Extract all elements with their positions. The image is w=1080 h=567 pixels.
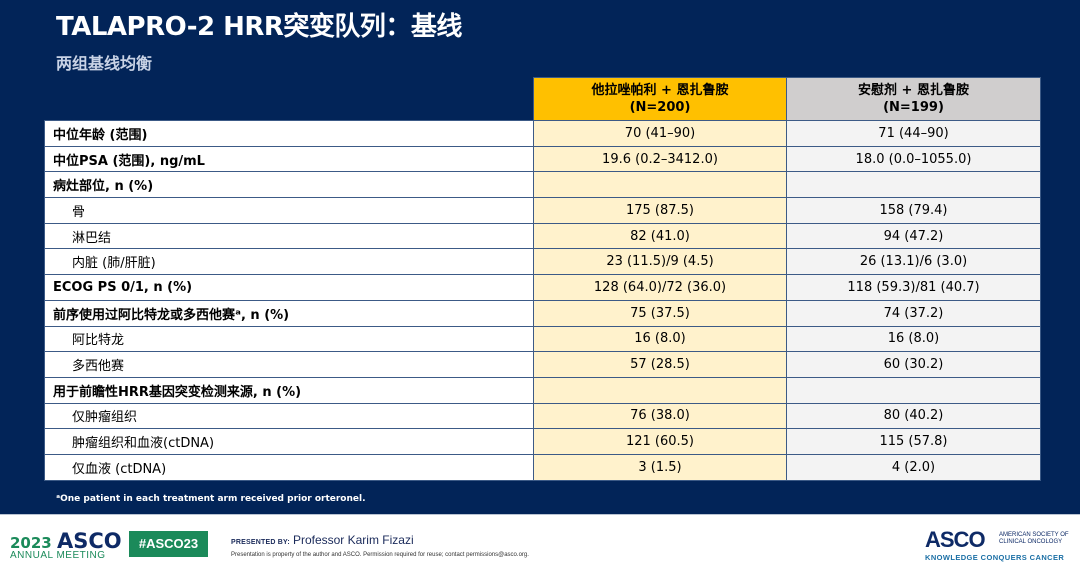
row-label: 骨 <box>44 197 534 224</box>
table-row: 多西他赛 57 (28.5) 60 (30.2) <box>44 351 1041 378</box>
row-label: 中位年龄 (范围) <box>44 120 534 147</box>
arm2-n: (N=199) <box>883 100 944 115</box>
footer: 2023 ASCO ANNUAL MEETING #ASCO23 PRESENT… <box>0 514 1080 567</box>
asco-tagline: KNOWLEDGE CONQUERS CANCER <box>925 553 1065 562</box>
table-row: 用于前瞻性HRR基因突变检测来源, n (%) <box>44 376 1041 404</box>
arm2-value: 71 (44–90) <box>786 120 1041 147</box>
presented-by: PRESENTED BY: Professor Karim Fizazi <box>231 533 414 547</box>
table-row: 内脏 (肺/肝脏) 23 (11.5)/9 (4.5) 26 (13.1)/6 (3… <box>44 248 1041 276</box>
table-row: 阿比特龙 16 (8.0) 16 (8.0) <box>44 325 1041 353</box>
table-row: 肿瘤组织和血液(ctDNA) 121 (60.5) 115 (57.8) <box>44 428 1041 455</box>
row-label: ECOG PS 0/1, n (%) <box>44 274 534 301</box>
arm2-value: 118 (59.3)/81 (40.7) <box>786 274 1041 301</box>
baseline-table: 他拉唑帕利 + 恩扎鲁胺 (N=200) 安慰剂 + 恩扎鲁胺 (N=199) … <box>44 77 1041 481</box>
table-row: 中位PSA (范围), ng/mL 19.6 (0.2–3412.0) 18.0 (… <box>44 145 1041 173</box>
table-row: ECOG PS 0/1, n (%) 128 (64.0)/72 (36.0) 11… <box>44 274 1041 301</box>
row-label: 仅血液 (ctDNA) <box>44 453 534 481</box>
arm2-value <box>786 171 1041 199</box>
arm1-value: 57 (28.5) <box>533 351 787 378</box>
arm2-value: 74 (37.2) <box>786 299 1041 327</box>
arm1-value: 128 (64.0)/72 (36.0) <box>533 274 787 301</box>
row-label: 阿比特龙 <box>44 325 534 353</box>
table-row: 淋巴结 82 (41.0) 94 (47.2) <box>44 222 1041 250</box>
slide-subtitle: 两组基线均衡 <box>56 54 153 73</box>
arm1-value <box>533 376 787 404</box>
arm2-label: 安慰剂 + 恩扎鲁胺 <box>858 83 969 98</box>
row-label: 前序使用过阿比特龙或多西他赛ᵃ, n (%) <box>44 299 534 327</box>
arm2-value: 94 (47.2) <box>786 222 1041 250</box>
arm1-value: 75 (37.5) <box>533 299 787 327</box>
header-empty-cell <box>44 77 534 121</box>
meeting-year: 2023 <box>10 534 52 552</box>
row-label: 淋巴结 <box>44 222 534 250</box>
row-label: 病灶部位, n (%) <box>44 171 534 199</box>
table-row: 骨 175 (87.5) 158 (79.4) <box>44 197 1041 224</box>
slide: TALAPRO-2 HRR突变队列：基线 两组基线均衡 他拉唑帕利 + 恩扎鲁胺… <box>0 0 1080 514</box>
arm2-value: 115 (57.8) <box>786 428 1041 455</box>
asco-meeting-logo: 2023 ASCO <box>10 529 122 553</box>
arm2-value: 4 (2.0) <box>786 453 1041 481</box>
row-label: 内脏 (肺/肝脏) <box>44 248 534 276</box>
property-notice: Presentation is property of the author a… <box>231 552 529 558</box>
footnote: ᵃOne patient in each treatment arm recei… <box>56 494 366 504</box>
hashtag-badge: #ASCO23 <box>129 531 208 557</box>
arm1-value: 23 (11.5)/9 (4.5) <box>533 248 787 276</box>
arm2-value <box>786 376 1041 404</box>
meeting-asco: ASCO <box>56 529 122 553</box>
arm1-n: (N=200) <box>629 100 691 115</box>
arm1-value <box>533 171 787 199</box>
arm2-value: 16 (8.0) <box>786 325 1041 353</box>
arm1-value: 121 (60.5) <box>533 428 787 455</box>
arm2-value: 158 (79.4) <box>786 197 1041 224</box>
arm1-value: 82 (41.0) <box>533 222 787 250</box>
arm1-value: 16 (8.0) <box>533 325 787 353</box>
arm2-value: 26 (13.1)/6 (3.0) <box>786 248 1041 276</box>
row-label: 仅肿瘤组织 <box>44 402 534 430</box>
table-row: 前序使用过阿比特龙或多西他赛ᵃ, n (%) 75 (37.5) 74 (37.2) <box>44 299 1041 327</box>
annual-meeting-label: ANNUAL MEETING <box>10 550 106 561</box>
arm2-value: 80 (40.2) <box>786 402 1041 430</box>
asco-society-name: AMERICAN SOCIETY OF CLINICAL ONCOLOGY <box>999 532 1069 546</box>
table-row: 病灶部位, n (%) <box>44 171 1041 199</box>
row-label: 中位PSA (范围), ng/mL <box>44 145 534 173</box>
table-row: 仅血液 (ctDNA) 3 (1.5) 4 (2.0) <box>44 453 1041 481</box>
society-line-1: AMERICAN SOCIETY OF <box>999 532 1069 538</box>
presenter-name: Professor Karim Fizazi <box>292 533 414 547</box>
row-label: 肿瘤组织和血液(ctDNA) <box>44 428 534 455</box>
arm1-value: 19.6 (0.2–3412.0) <box>533 145 787 173</box>
arm1-value: 70 (41–90) <box>533 120 787 147</box>
arm1-label: 他拉唑帕利 + 恩扎鲁胺 <box>591 83 729 98</box>
arm2-value: 60 (30.2) <box>786 351 1041 378</box>
header-talazoparib-arm: 他拉唑帕利 + 恩扎鲁胺 (N=200) <box>533 77 787 121</box>
arm1-value: 175 (87.5) <box>533 197 787 224</box>
header-placebo-arm: 安慰剂 + 恩扎鲁胺 (N=199) <box>786 77 1041 121</box>
asco-logo: ASCO <box>925 527 986 552</box>
society-line-2: CLINICAL ONCOLOGY <box>999 539 1063 545</box>
row-label: 用于前瞻性HRR基因突变检测来源, n (%) <box>44 376 534 404</box>
table-row: 中位年龄 (范围) 70 (41–90) 71 (44–90) <box>44 120 1041 147</box>
table-header-row: 他拉唑帕利 + 恩扎鲁胺 (N=200) 安慰剂 + 恩扎鲁胺 (N=199) <box>44 77 1041 121</box>
arm2-value: 18.0 (0.0–1055.0) <box>786 145 1041 173</box>
slide-title: TALAPRO-2 HRR突变队列：基线 <box>56 12 462 42</box>
row-label: 多西他赛 <box>44 351 534 378</box>
arm1-value: 3 (1.5) <box>533 453 787 481</box>
arm1-value: 76 (38.0) <box>533 402 787 430</box>
table-row: 仅肿瘤组织 76 (38.0) 80 (40.2) <box>44 402 1041 430</box>
presented-by-label: PRESENTED BY: <box>231 539 290 546</box>
